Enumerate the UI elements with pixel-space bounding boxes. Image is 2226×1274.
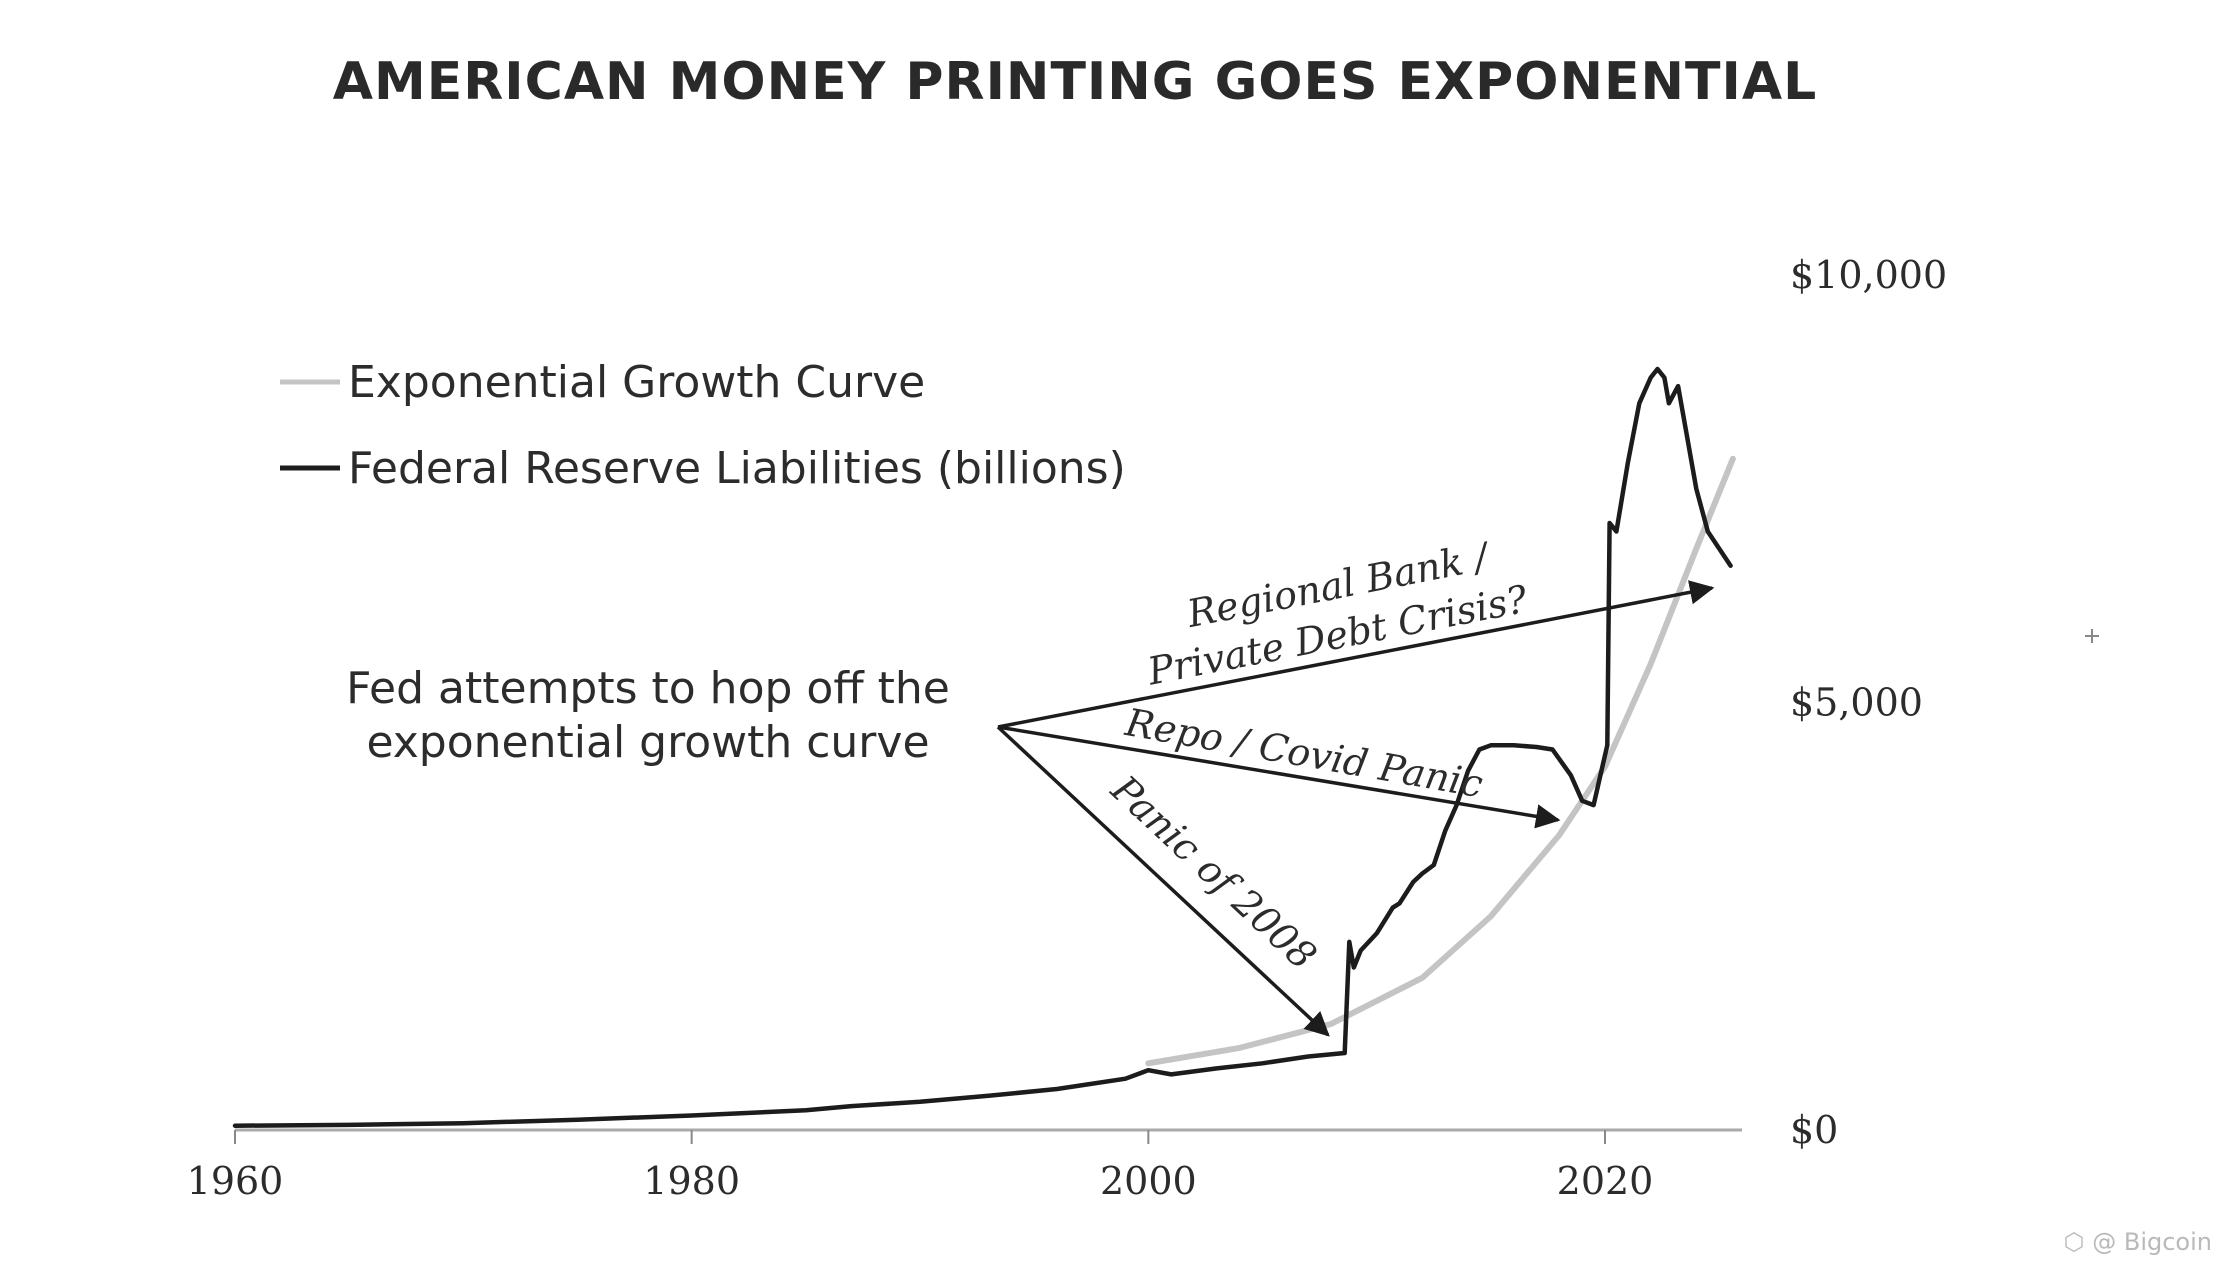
y-tick-label-5000: $5,000 xyxy=(1790,681,1923,725)
hexagon-logo-icon: ⬡ xyxy=(2063,1228,2085,1256)
axes: 1960 1980 2000 2020 $0 $5,000 $10,000 xyxy=(187,253,1948,1203)
x-tick-label-1980: 1980 xyxy=(643,1159,740,1203)
x-tick-label-1960: 1960 xyxy=(187,1159,284,1203)
crosshair-mark xyxy=(2085,629,2099,643)
x-tick-label-2000: 2000 xyxy=(1100,1159,1197,1203)
y-tick-label-10000: $10,000 xyxy=(1790,253,1947,297)
legend-label-fed-liabilities: Federal Reserve Liabilities (billions) xyxy=(348,443,1126,494)
annotation-repo-covid: Repo / Covid Panic xyxy=(1121,700,1486,806)
legend: Exponential Growth Curve Federal Reserve… xyxy=(280,357,1126,494)
annotation-panic-2008: Panic of 2008 xyxy=(1102,766,1325,978)
arrow-regional-bank xyxy=(997,580,1715,729)
series-layer xyxy=(232,366,1736,1128)
chart-title: AMERICAN MONEY PRINTING GOES EXPONENTIAL xyxy=(332,52,1818,112)
series-line-fed-liabilities xyxy=(232,366,1733,1128)
x-tick-label-2020: 2020 xyxy=(1557,1159,1654,1203)
callout: Fed attempts to hop off the exponential … xyxy=(346,663,950,768)
watermark: ⬡ @ Bigcoin xyxy=(2064,1228,2212,1256)
callout-text-line2: exponential growth curve xyxy=(366,717,929,768)
series-line-exponential xyxy=(1145,455,1736,1067)
legend-label-exponential: Exponential Growth Curve xyxy=(348,357,925,408)
arrow-panic-2008 xyxy=(996,725,1330,1037)
annotation-arrows xyxy=(996,580,1715,1037)
y-tick-label-0: $0 xyxy=(1790,1108,1838,1152)
watermark-text: @ Bigcoin xyxy=(2092,1228,2212,1256)
callout-text-line1: Fed attempts to hop off the xyxy=(346,663,950,714)
arrow-repo-covid xyxy=(997,725,1561,829)
